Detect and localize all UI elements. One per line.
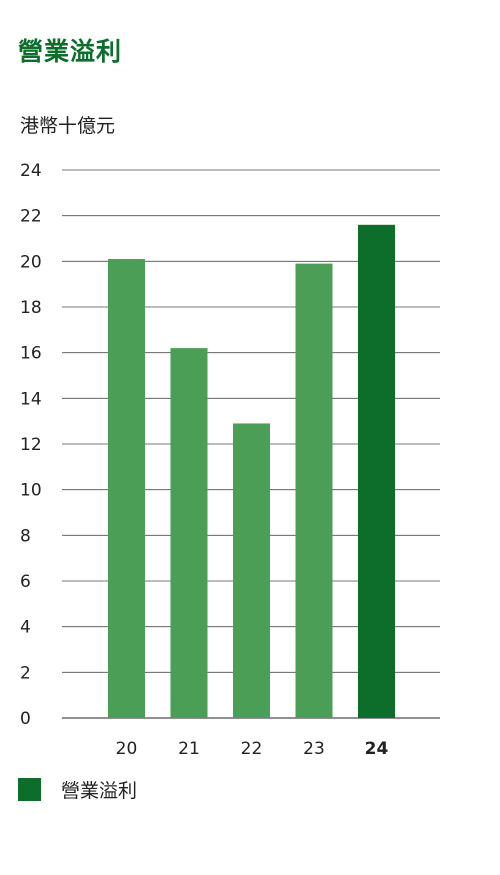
legend-swatch bbox=[18, 778, 41, 801]
y-tick-label: 24 bbox=[20, 161, 42, 181]
bars bbox=[108, 224, 395, 719]
bar-21 bbox=[170, 348, 208, 718]
y-tick-label: 2 bbox=[20, 663, 31, 683]
bar-24 bbox=[358, 224, 395, 719]
y-tick-label: 8 bbox=[20, 526, 31, 546]
legend-label: 營業溢利 bbox=[61, 780, 138, 802]
y-tick-label: 18 bbox=[20, 298, 42, 318]
x-tick-label-24: 24 bbox=[365, 739, 389, 759]
bar-20 bbox=[108, 259, 145, 718]
y-axis-unit-label: 港幣十億元 bbox=[20, 115, 116, 137]
y-tick-label: 6 bbox=[20, 572, 31, 592]
x-tick-labels: 20 21 22 23 24 bbox=[116, 739, 389, 759]
bar-23 bbox=[295, 263, 333, 718]
y-tick-label: 22 bbox=[20, 207, 42, 227]
y-tick-label: 16 bbox=[20, 344, 42, 364]
y-tick-label: 4 bbox=[20, 618, 31, 638]
y-tick-label: 12 bbox=[20, 435, 42, 455]
legend: 營業溢利 bbox=[18, 776, 137, 803]
chart-title: 營業溢利 bbox=[18, 37, 123, 66]
x-tick-label-22: 22 bbox=[241, 739, 263, 759]
y-tick-label: 14 bbox=[20, 389, 42, 409]
x-tick-label-20: 20 bbox=[116, 739, 138, 759]
x-tick-label-23: 23 bbox=[303, 739, 325, 759]
x-tick-label-21: 21 bbox=[178, 739, 200, 759]
y-tick-label: 0 bbox=[20, 709, 31, 729]
bar-22 bbox=[233, 423, 270, 718]
y-tick-label: 20 bbox=[20, 252, 42, 272]
y-tick-label: 10 bbox=[20, 481, 42, 501]
